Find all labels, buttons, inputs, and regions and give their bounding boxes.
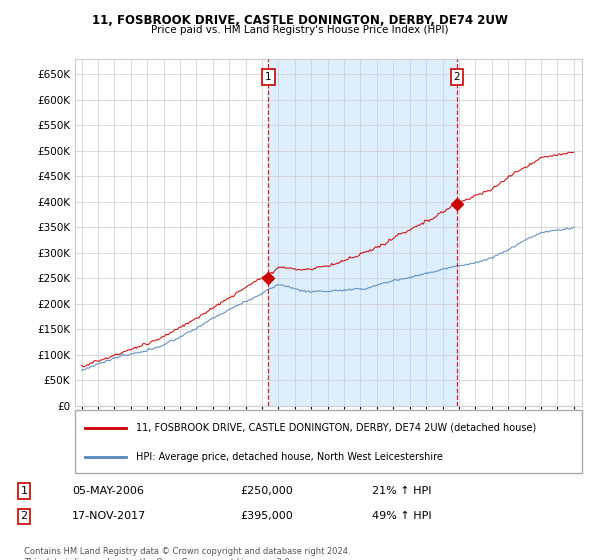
Text: Price paid vs. HM Land Registry's House Price Index (HPI): Price paid vs. HM Land Registry's House … xyxy=(151,25,449,35)
FancyBboxPatch shape xyxy=(75,410,582,473)
Text: 2: 2 xyxy=(454,72,460,82)
Text: 1: 1 xyxy=(265,72,271,82)
Text: Contains HM Land Registry data © Crown copyright and database right 2024.
This d: Contains HM Land Registry data © Crown c… xyxy=(24,548,350,560)
Bar xyxy=(268,59,457,406)
Text: 11, FOSBROOK DRIVE, CASTLE DONINGTON, DERBY, DE74 2UW (detached house): 11, FOSBROOK DRIVE, CASTLE DONINGTON, DE… xyxy=(136,423,536,433)
Text: £250,000: £250,000 xyxy=(240,486,293,496)
Text: 05-MAY-2006: 05-MAY-2006 xyxy=(72,486,144,496)
Text: 2: 2 xyxy=(20,511,28,521)
Text: 1: 1 xyxy=(20,486,28,496)
Text: 21% ↑ HPI: 21% ↑ HPI xyxy=(372,486,431,496)
Text: 49% ↑ HPI: 49% ↑ HPI xyxy=(372,511,431,521)
Text: HPI: Average price, detached house, North West Leicestershire: HPI: Average price, detached house, Nort… xyxy=(136,452,443,463)
Text: £395,000: £395,000 xyxy=(240,511,293,521)
Text: 11, FOSBROOK DRIVE, CASTLE DONINGTON, DERBY, DE74 2UW: 11, FOSBROOK DRIVE, CASTLE DONINGTON, DE… xyxy=(92,14,508,27)
Text: 17-NOV-2017: 17-NOV-2017 xyxy=(72,511,146,521)
